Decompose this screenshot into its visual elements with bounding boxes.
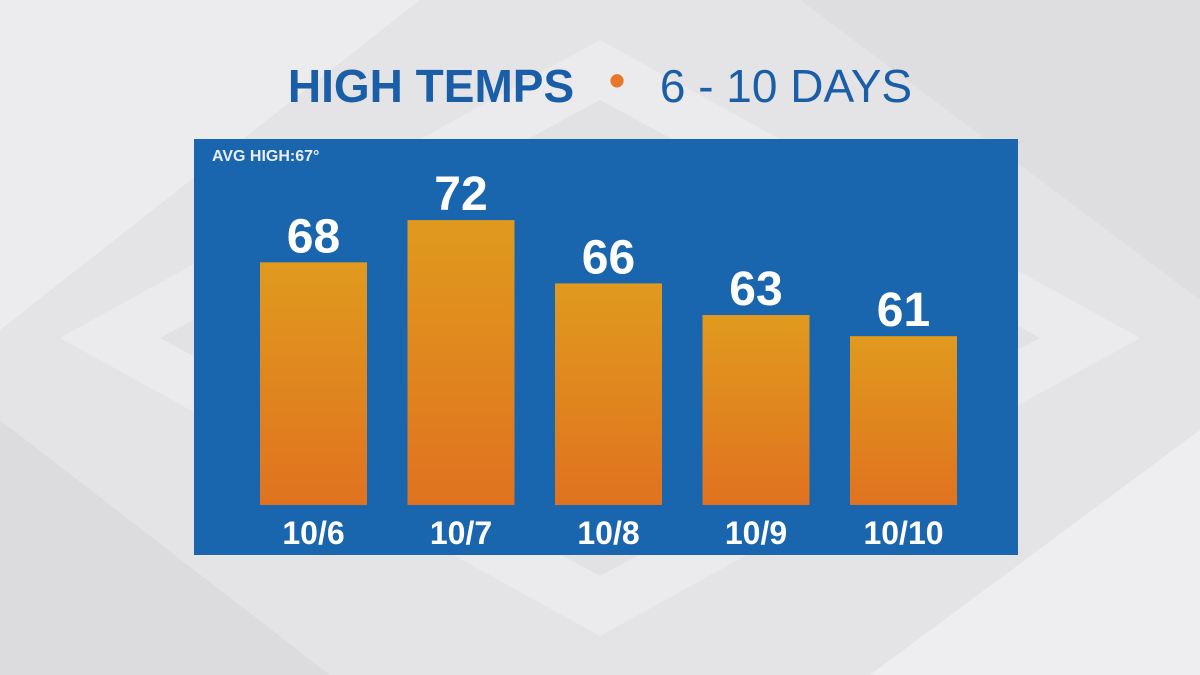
- category-label: 10/7: [430, 515, 492, 551]
- category-label: 10/8: [577, 515, 639, 551]
- category-label: 10/6: [282, 515, 344, 551]
- chart-title: HIGH TEMPS • 6 - 10 DAYS: [0, 54, 1200, 116]
- value-label: 61: [877, 284, 930, 337]
- bar-10-7: [407, 220, 515, 505]
- value-label: 66: [582, 231, 635, 284]
- category-label: 10/9: [725, 515, 787, 551]
- value-label: 63: [729, 263, 782, 316]
- category-label: 10/10: [863, 515, 943, 551]
- bar-10-6: [260, 262, 367, 505]
- bar-10-8: [555, 283, 662, 505]
- avg-high-label: AVG HIGH:67°: [212, 148, 320, 165]
- bar-10-9: [702, 315, 810, 505]
- chart-title-sub: 6 - 10 DAYS: [659, 60, 913, 112]
- chart-title-main: HIGH TEMPS: [287, 60, 575, 112]
- chart-title-separator: •: [608, 54, 626, 106]
- chart-panel: 68 10/6 72 10/7 66 10/8 63 10/9 61 10/10 AVG HIGH…: [194, 139, 1018, 555]
- value-label: 72: [434, 168, 487, 221]
- bar-chart: 68 10/6 72 10/7 66 10/8 63 10/9 61 10/10: [194, 139, 1018, 555]
- value-label: 68: [287, 210, 340, 263]
- bar-10-10: [850, 336, 957, 505]
